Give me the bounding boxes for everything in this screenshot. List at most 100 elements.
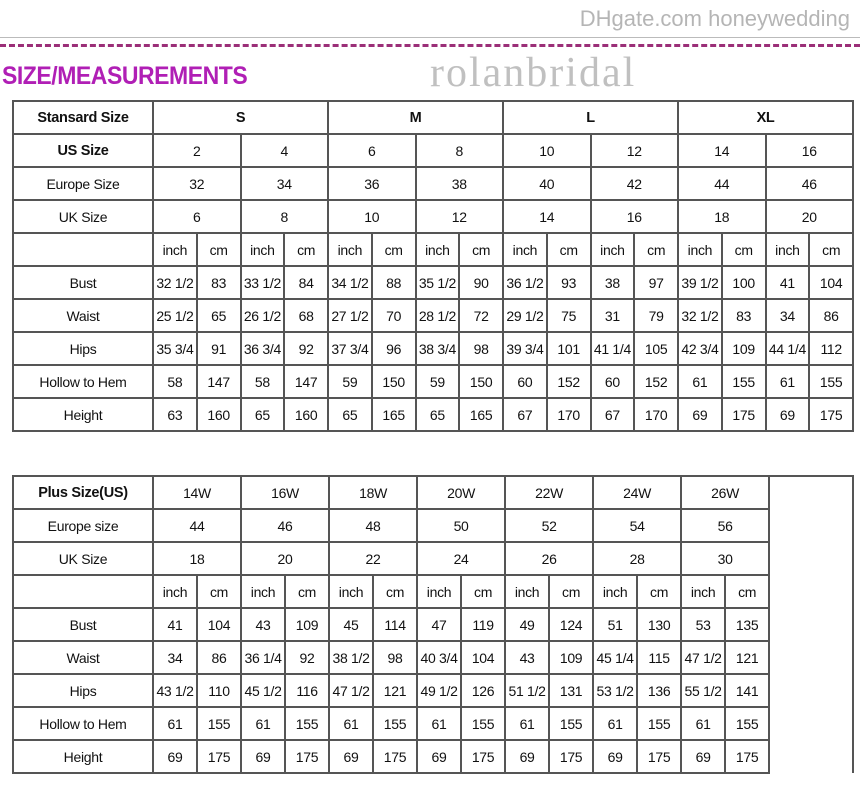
measurement-cell: 63 bbox=[152, 397, 198, 432]
measurement-row: Waist 34 86 36 1/4 92 38 1/2 98 40 3/4 104 43 109 4… bbox=[12, 640, 855, 675]
measurement-cell: 92 bbox=[283, 331, 329, 366]
measurement-cell: 97 bbox=[633, 265, 680, 300]
row-label bbox=[12, 232, 154, 267]
us-size-cell: 12 bbox=[589, 133, 680, 168]
row-label: Hips bbox=[12, 673, 154, 708]
measurement-cell: 109 bbox=[548, 640, 595, 675]
measurement-cell: 51 bbox=[592, 607, 639, 642]
size-header: L bbox=[502, 100, 680, 135]
size-header: 20W bbox=[416, 475, 507, 510]
europe-row: Europe size 44 46 48 50 52 54 56 bbox=[12, 508, 855, 543]
measurement-cell: 39 1/2 bbox=[677, 265, 723, 300]
uk-size-cell: 22 bbox=[328, 541, 419, 576]
uk-size-cell: 18 bbox=[151, 541, 243, 576]
measurement-cell: 61 bbox=[504, 706, 551, 741]
uk-size-cell: 24 bbox=[416, 541, 507, 576]
unit-inch: inch bbox=[328, 574, 375, 609]
measurement-cell: 175 bbox=[636, 739, 683, 774]
unit-inch: inch bbox=[592, 574, 639, 609]
europe-size-cell: 46 bbox=[240, 508, 331, 543]
row-label: Europe Size bbox=[12, 166, 154, 201]
measurement-cell: 61 bbox=[764, 364, 811, 399]
row-label: Height bbox=[12, 397, 154, 432]
unit-cm: cm bbox=[370, 232, 417, 267]
measurement-cell: 98 bbox=[372, 640, 419, 675]
measurement-cell: 61 bbox=[152, 706, 198, 741]
measurement-cell: 37 3/4 bbox=[327, 331, 373, 366]
uk-size-cell: 30 bbox=[680, 541, 771, 576]
uk-size-cell: 12 bbox=[414, 199, 505, 234]
measurement-cell: 110 bbox=[195, 673, 243, 708]
watermark-dhgate: DHgate.com honeywedding bbox=[579, 6, 850, 31]
empty-cell bbox=[768, 674, 855, 707]
measurement-row: Height 69 175 69 175 69 175 69 175 69 175 69 175 69 17… bbox=[12, 739, 855, 774]
header-row: Stansard Size S M L XL bbox=[12, 100, 855, 135]
measurement-cell: 61 bbox=[328, 706, 375, 741]
measurement-cell: 104 bbox=[460, 640, 507, 675]
measurement-cell: 104 bbox=[195, 607, 243, 642]
measurement-cell: 175 bbox=[372, 739, 419, 774]
measurement-cell: 109 bbox=[284, 607, 331, 642]
europe-size-cell: 48 bbox=[328, 508, 419, 543]
measurement-cell: 29 1/2 bbox=[502, 298, 548, 333]
unit-cm: cm bbox=[548, 574, 595, 609]
uk-size-cell: 16 bbox=[589, 199, 680, 234]
unit-cm: cm bbox=[724, 574, 771, 609]
unit-cm: cm bbox=[808, 232, 855, 267]
measurement-row: Hollow to Hem 58 147 58 147 59 150 59 150 60 152 60… bbox=[12, 364, 855, 399]
measurement-cell: 121 bbox=[724, 640, 771, 675]
plus-size-table: Plus Size(US) 14W 16W 18W 20W 22W 24W 26W Europe… bbox=[12, 475, 855, 774]
measurement-cell: 65 bbox=[414, 397, 461, 432]
row-label: Waist bbox=[12, 298, 154, 333]
measurement-cell: 115 bbox=[636, 640, 683, 675]
measurement-cell: 53 bbox=[680, 607, 727, 642]
measurement-cell: 75 bbox=[545, 298, 592, 333]
us-size-cell: 2 bbox=[152, 133, 242, 168]
row-label: Height bbox=[12, 739, 154, 774]
measurement-cell: 147 bbox=[283, 364, 329, 399]
measurement-cell: 40 3/4 bbox=[416, 640, 463, 675]
empty-cell bbox=[768, 707, 855, 740]
size-header: XL bbox=[677, 100, 855, 135]
measurement-cell: 175 bbox=[548, 739, 595, 774]
measurement-cell: 83 bbox=[195, 265, 242, 300]
measurement-cell: 43 bbox=[240, 607, 287, 642]
measurement-cell: 43 bbox=[504, 640, 551, 675]
measurement-cell: 104 bbox=[808, 265, 855, 300]
dashed-rule bbox=[0, 44, 860, 47]
measurement-cell: 67 bbox=[589, 397, 636, 432]
empty-cell bbox=[768, 608, 855, 641]
unit-cm: cm bbox=[720, 232, 767, 267]
europe-size-cell: 44 bbox=[677, 166, 767, 201]
measurement-cell: 119 bbox=[460, 607, 507, 642]
empty-cell bbox=[768, 475, 855, 509]
measurement-cell: 69 bbox=[764, 397, 811, 432]
empty-cell bbox=[768, 542, 855, 575]
unit-inch: inch bbox=[680, 574, 727, 609]
measurement-cell: 175 bbox=[284, 739, 331, 774]
measurement-row: Height 63 160 65 160 65 165 65 165 67 170 67 170 69 17… bbox=[12, 397, 855, 432]
measurement-cell: 160 bbox=[195, 397, 242, 432]
measurement-cell: 155 bbox=[284, 706, 331, 741]
measurement-cell: 61 bbox=[416, 706, 463, 741]
measurement-cell: 91 bbox=[195, 331, 242, 366]
europe-size-cell: 36 bbox=[327, 166, 417, 201]
measurement-cell: 112 bbox=[808, 331, 855, 366]
measurement-cell: 69 bbox=[504, 739, 551, 774]
measurement-cell: 38 3/4 bbox=[414, 331, 461, 366]
measurement-cell: 61 bbox=[240, 706, 287, 741]
measurement-cell: 31 bbox=[589, 298, 636, 333]
europe-size-cell: 46 bbox=[764, 166, 855, 201]
unit-inch: inch bbox=[240, 574, 287, 609]
measurement-cell: 121 bbox=[372, 673, 419, 708]
measurement-cell: 135 bbox=[724, 607, 771, 642]
measurement-cell: 126 bbox=[460, 673, 507, 708]
us-row: US Size 2 4 6 8 10 12 14 16 bbox=[12, 133, 855, 168]
unit-inch: inch bbox=[152, 232, 198, 267]
measurement-cell: 36 3/4 bbox=[239, 331, 286, 366]
measurement-cell: 155 bbox=[636, 706, 683, 741]
measurement-cell: 60 bbox=[502, 364, 548, 399]
measurement-cell: 47 bbox=[416, 607, 463, 642]
measurement-cell: 84 bbox=[283, 265, 329, 300]
unit-cm: cm bbox=[460, 574, 507, 609]
